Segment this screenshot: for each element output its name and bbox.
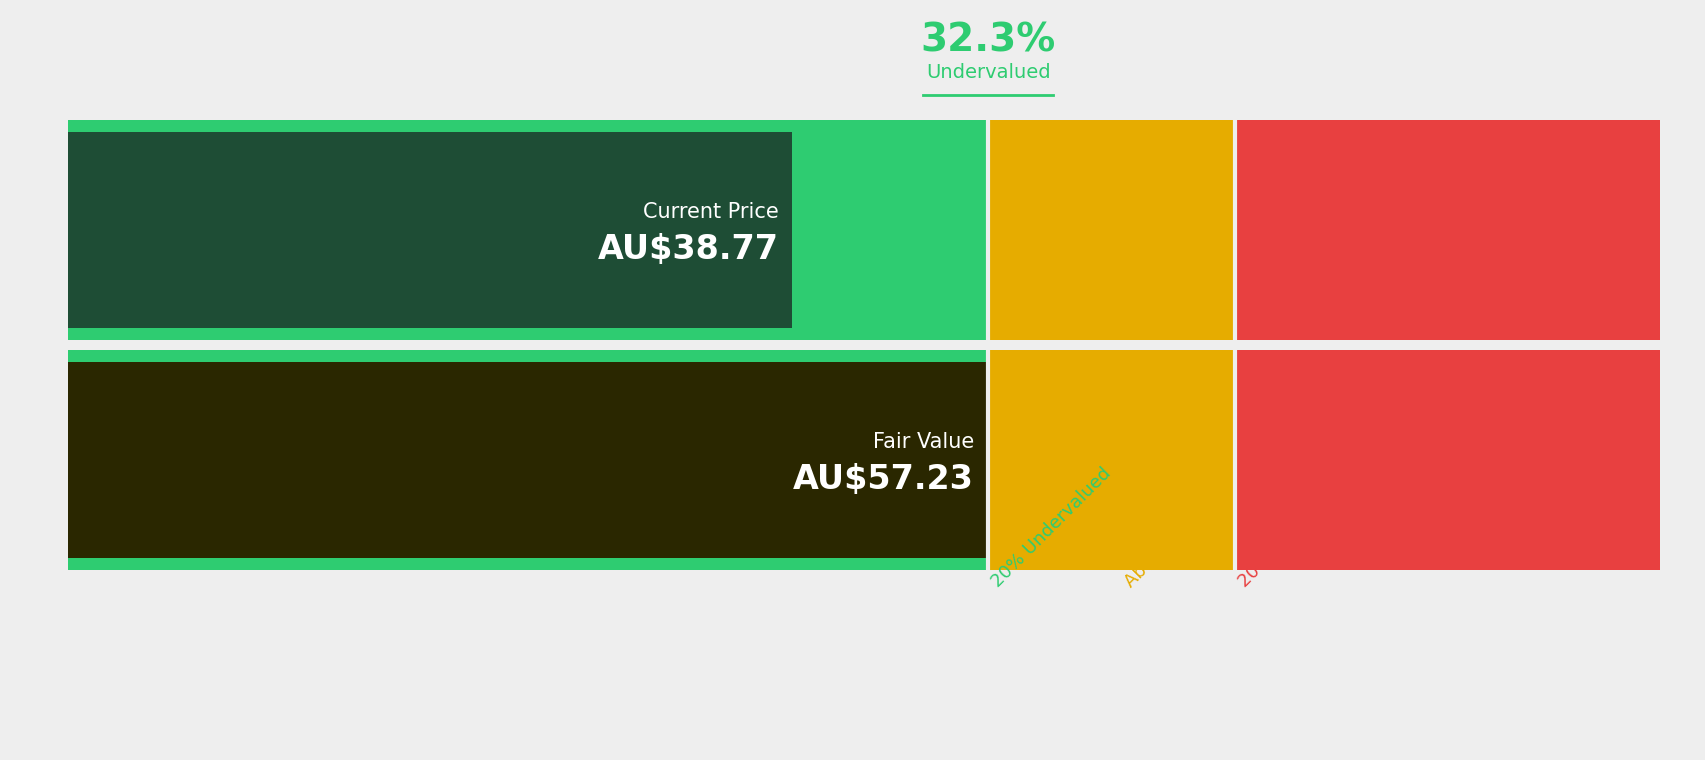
Text: 20% Overvalued: 20% Overvalued (1234, 472, 1352, 591)
Bar (987, 120, 1234, 340)
Text: Fair Value: Fair Value (873, 432, 974, 452)
Text: AU$38.77: AU$38.77 (597, 233, 777, 267)
Bar (987, 350, 1234, 570)
Text: About Right: About Right (1120, 503, 1209, 591)
Bar (68, 362, 987, 558)
Bar (68, 350, 987, 570)
Bar (68, 132, 791, 328)
Text: Undervalued: Undervalued (926, 62, 1050, 81)
Bar (68, 120, 987, 340)
Text: 32.3%: 32.3% (921, 21, 1055, 59)
Text: 20% Undervalued: 20% Undervalued (987, 464, 1113, 591)
Bar (1234, 350, 1659, 570)
Text: Current Price: Current Price (643, 202, 777, 222)
Text: AU$57.23: AU$57.23 (793, 464, 974, 496)
Bar (1234, 120, 1659, 340)
